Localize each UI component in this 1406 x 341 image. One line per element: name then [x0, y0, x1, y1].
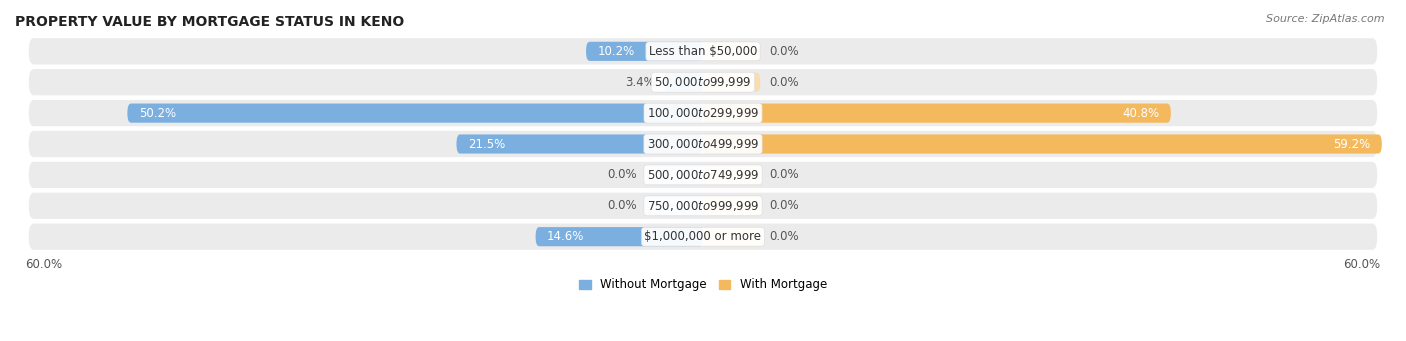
Text: $100,000 to $299,999: $100,000 to $299,999	[647, 106, 759, 120]
FancyBboxPatch shape	[703, 196, 761, 216]
Text: 59.2%: 59.2%	[1333, 137, 1371, 150]
FancyBboxPatch shape	[28, 100, 1378, 126]
Text: 14.6%: 14.6%	[547, 230, 585, 243]
Text: 60.0%: 60.0%	[25, 258, 62, 271]
Text: 0.0%: 0.0%	[769, 230, 799, 243]
Text: $1,000,000 or more: $1,000,000 or more	[644, 230, 762, 243]
FancyBboxPatch shape	[28, 193, 1378, 219]
FancyBboxPatch shape	[703, 165, 761, 184]
Text: Less than $50,000: Less than $50,000	[648, 45, 758, 58]
FancyBboxPatch shape	[703, 104, 1171, 123]
FancyBboxPatch shape	[586, 42, 703, 61]
FancyBboxPatch shape	[664, 73, 703, 92]
FancyBboxPatch shape	[28, 224, 1378, 250]
Text: Source: ZipAtlas.com: Source: ZipAtlas.com	[1267, 14, 1385, 24]
Text: $300,000 to $499,999: $300,000 to $499,999	[647, 137, 759, 151]
FancyBboxPatch shape	[28, 162, 1378, 188]
Legend: Without Mortgage, With Mortgage: Without Mortgage, With Mortgage	[574, 273, 832, 296]
Text: 0.0%: 0.0%	[769, 199, 799, 212]
FancyBboxPatch shape	[28, 69, 1378, 95]
FancyBboxPatch shape	[128, 104, 703, 123]
FancyBboxPatch shape	[703, 73, 761, 92]
Text: $50,000 to $99,999: $50,000 to $99,999	[654, 75, 752, 89]
Text: PROPERTY VALUE BY MORTGAGE STATUS IN KENO: PROPERTY VALUE BY MORTGAGE STATUS IN KEN…	[15, 15, 405, 29]
Text: 0.0%: 0.0%	[769, 168, 799, 181]
Text: 40.8%: 40.8%	[1122, 107, 1160, 120]
Text: 10.2%: 10.2%	[598, 45, 634, 58]
Text: 0.0%: 0.0%	[769, 45, 799, 58]
Text: $500,000 to $749,999: $500,000 to $749,999	[647, 168, 759, 182]
Text: 0.0%: 0.0%	[607, 199, 637, 212]
FancyBboxPatch shape	[703, 42, 761, 61]
FancyBboxPatch shape	[645, 165, 703, 184]
Text: $750,000 to $999,999: $750,000 to $999,999	[647, 199, 759, 213]
Text: 3.4%: 3.4%	[626, 76, 655, 89]
Text: 21.5%: 21.5%	[468, 137, 505, 150]
FancyBboxPatch shape	[28, 38, 1378, 64]
FancyBboxPatch shape	[457, 134, 703, 153]
Text: 50.2%: 50.2%	[139, 107, 176, 120]
FancyBboxPatch shape	[703, 227, 761, 246]
FancyBboxPatch shape	[536, 227, 703, 246]
FancyBboxPatch shape	[28, 131, 1378, 157]
Text: 60.0%: 60.0%	[1344, 258, 1381, 271]
FancyBboxPatch shape	[703, 134, 1382, 153]
Text: 0.0%: 0.0%	[607, 168, 637, 181]
Text: 0.0%: 0.0%	[769, 76, 799, 89]
FancyBboxPatch shape	[645, 196, 703, 216]
